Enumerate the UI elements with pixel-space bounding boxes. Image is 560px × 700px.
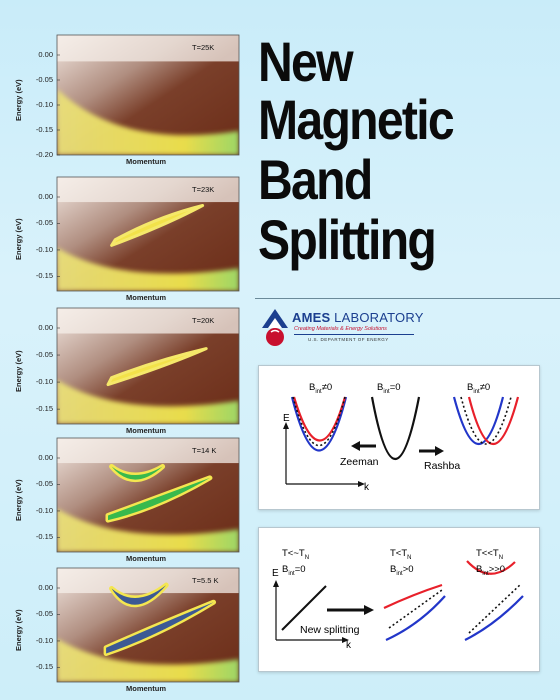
arpes-spectrum-image xyxy=(56,34,240,156)
band-core-lower xyxy=(108,477,210,521)
label-col1: T<~TN Bint=0 xyxy=(282,548,310,577)
x-axis-label: Momentum xyxy=(126,293,166,302)
axis-k-label: k xyxy=(364,482,369,493)
splitting-diagram-zeeman-rashba: Bint≠0 Bint=0 Bint≠0 E k Zeeman Rashba xyxy=(258,365,540,510)
x-axis-label: Momentum xyxy=(126,554,166,563)
y-tick-label: 0.00 xyxy=(38,192,53,201)
y-tick-label: -0.10 xyxy=(35,244,53,254)
logo-tagline: Creating Materials & Energy Solutions xyxy=(294,326,387,332)
title-line-3: Band xyxy=(258,148,373,211)
y-axis-label: Energy (eV) xyxy=(14,350,23,392)
y-tick-label: 0.00 xyxy=(38,583,53,592)
divider xyxy=(255,298,560,299)
y-tick-label: -0.05 xyxy=(35,218,53,228)
new-splitting-label: New splitting xyxy=(300,624,360,636)
label-bint-nonzero-right: Bint≠0 xyxy=(467,382,491,395)
band-core-upper xyxy=(111,466,163,480)
logo-department: U.S. DEPARTMENT OF ENERGY xyxy=(308,337,389,342)
arpes-spectrum-image xyxy=(56,176,240,292)
x-axis-label: Momentum xyxy=(126,426,166,435)
ames-lab-logo: AMES LABORATORY Creating Materials & Ene… xyxy=(258,306,558,351)
label-bint-zero: Bint=0 xyxy=(377,382,401,395)
band-core-upper xyxy=(111,585,167,605)
arpes-panel: 0.00 -0.05 -0.10 -0.15 Energy (eV) Momentum T=… xyxy=(0,176,250,305)
band-core-lower xyxy=(106,602,214,654)
y-tick-label: -0.05 xyxy=(35,75,53,84)
y-tick-label: -0.10 xyxy=(35,100,53,109)
arpes-panel: 0.00 -0.05 -0.10 -0.15 -0.20 Energy (eV) Momen… xyxy=(0,34,250,169)
y-tick-label: -0.20 xyxy=(35,150,53,159)
x-axis-label: Momentum xyxy=(126,684,166,693)
temperature-label: T=20K xyxy=(192,316,215,325)
band-feature xyxy=(110,204,205,247)
arpes-panel: 0.00 -0.05 -0.10 -0.15 Energy (eV) Momentum T=… xyxy=(0,307,250,438)
y-tick-label: -0.15 xyxy=(35,662,53,672)
temperature-label: T=5.5 K xyxy=(192,576,219,585)
arpes-spectrum-image xyxy=(56,307,240,425)
title-line-1: New xyxy=(258,30,354,93)
y-tick-label: -0.05 xyxy=(35,479,53,489)
arpes-spectrum-image xyxy=(56,437,240,553)
y-tick-label: 0.00 xyxy=(38,50,53,59)
axis-e-label-2: E xyxy=(272,568,279,579)
label-bint-nonzero-left: Bint≠0 xyxy=(309,382,333,395)
temperature-label: T=23K xyxy=(192,185,215,194)
logo-name-bold: AMES xyxy=(292,310,331,325)
y-tick-label: -0.10 xyxy=(35,505,53,515)
axis-k-label-2: k xyxy=(346,640,351,651)
temperature-label: T=14 K xyxy=(192,446,217,455)
arpes-panel: 0.00 -0.05 -0.10 -0.15 Energy (eV) Momentum T=… xyxy=(0,567,250,696)
rashba-label: Rashba xyxy=(424,460,461,472)
logo-name-rest: LABORATORY xyxy=(330,310,424,325)
y-tick-label: -0.15 xyxy=(35,404,53,414)
arpes-panel: 0.00 -0.05 -0.10 -0.15 Energy (eV) Momentum T=… xyxy=(0,437,250,566)
label-col3: T<<TN Bint>>0 xyxy=(476,548,506,577)
y-axis-label: Energy (eV) xyxy=(14,79,23,121)
y-tick-label: 0.00 xyxy=(38,453,53,462)
y-tick-label: -0.15 xyxy=(35,532,53,542)
ames-logo-mark-icon xyxy=(262,309,288,346)
y-tick-label: 0.00 xyxy=(38,323,53,332)
y-tick-label: -0.10 xyxy=(35,377,53,387)
zeeman-label: Zeeman xyxy=(340,456,379,468)
arpes-spectrum-image xyxy=(56,567,240,683)
splitting-diagram-temperature: T<~TN Bint=0 T<TN Bint>0 T<<TN Bint>>0 E… xyxy=(258,527,540,672)
x-axis-label: Momentum xyxy=(126,157,166,166)
y-tick-label: -0.15 xyxy=(35,125,53,134)
y-axis-label: Energy (eV) xyxy=(14,609,23,651)
y-axis-label: Energy (eV) xyxy=(14,479,23,521)
label-col2: T<TN Bint>0 xyxy=(390,548,414,577)
y-tick-label: -0.05 xyxy=(35,609,53,619)
y-tick-label: -0.05 xyxy=(35,350,53,360)
axis-e-label: E xyxy=(283,413,290,424)
band-feature xyxy=(106,347,208,387)
title-line-2: Magnetic xyxy=(258,88,455,151)
y-axis-label: Energy (eV) xyxy=(14,218,23,260)
y-tick-label: -0.10 xyxy=(35,635,53,645)
title-line-4: Splitting xyxy=(258,208,437,271)
y-tick-label: -0.15 xyxy=(35,271,53,281)
temperature-label: T=25K xyxy=(192,43,215,52)
